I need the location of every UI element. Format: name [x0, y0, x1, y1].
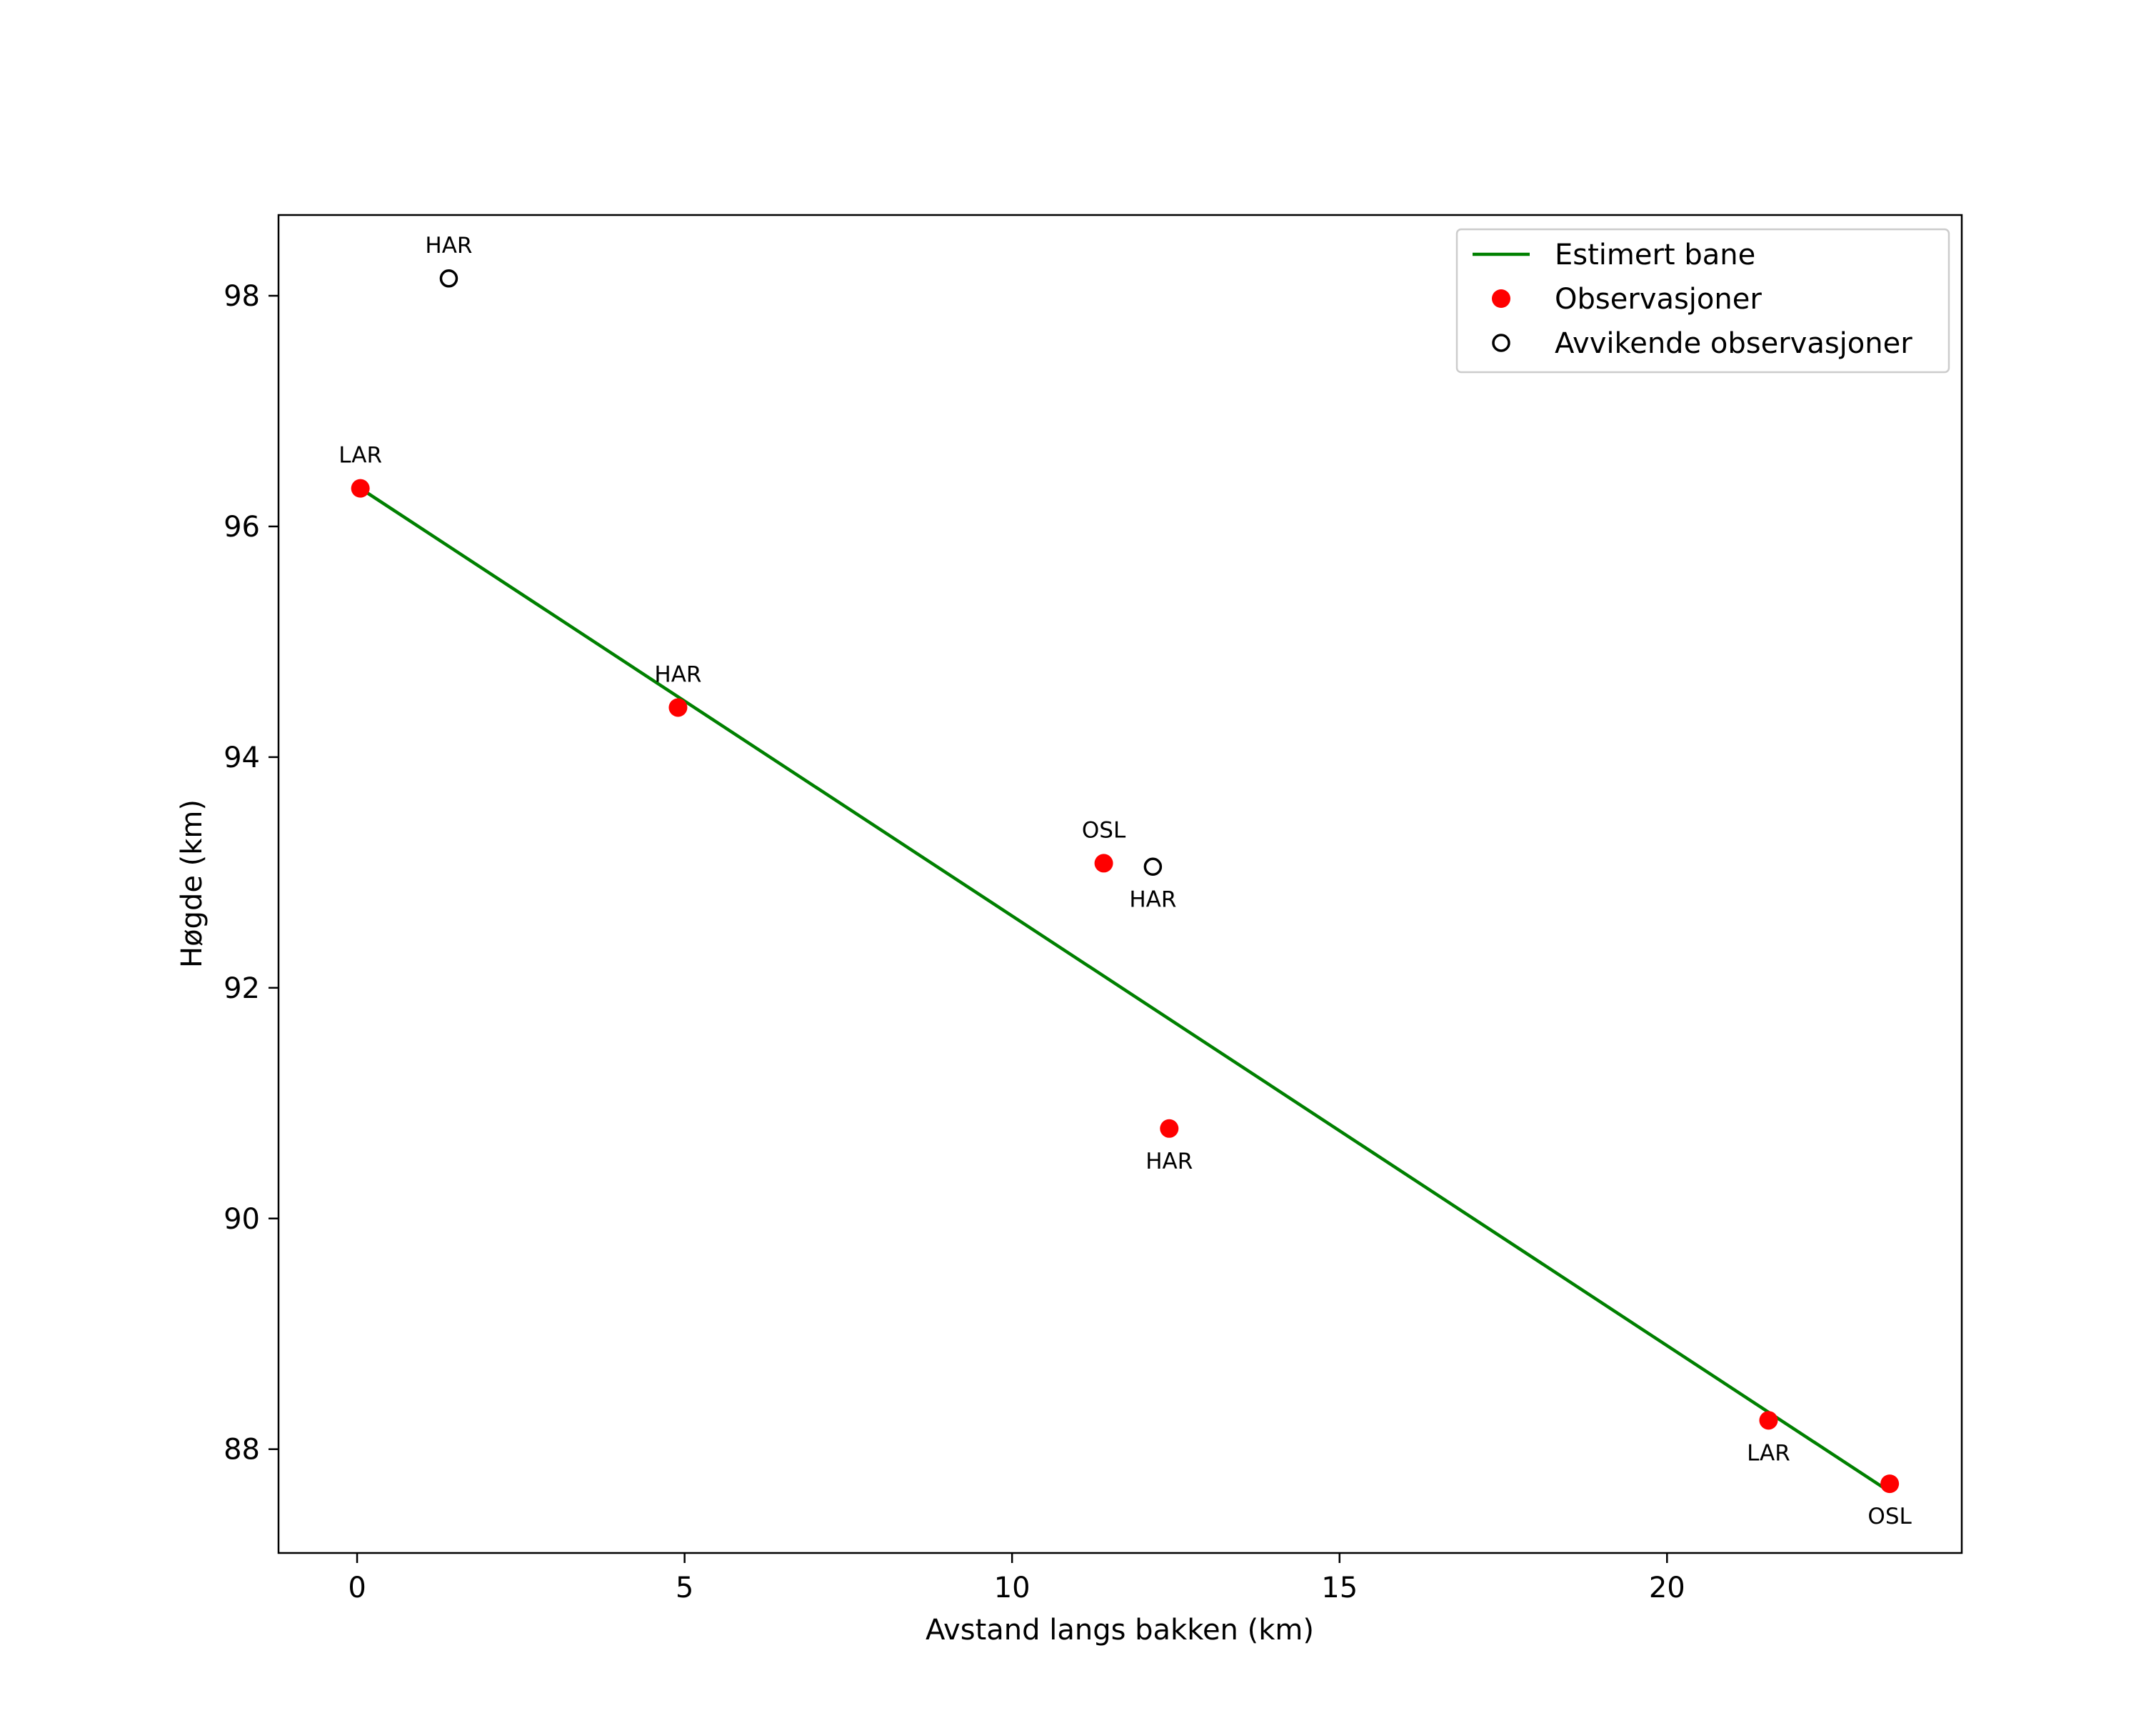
point-label: HAR — [1145, 1149, 1193, 1174]
legend: Estimert bane Observasjoner Avvikende obse… — [1455, 228, 1950, 374]
y-axis-label: Høgde (km) — [176, 799, 209, 968]
y-tick-label: 88 — [224, 1434, 260, 1467]
y-tick-label: 90 — [224, 1203, 260, 1236]
observation-point — [1160, 1119, 1179, 1138]
point-label: HAR — [425, 233, 472, 259]
point-label: HAR — [654, 661, 701, 687]
legend-entry-label: Observasjoner — [1555, 283, 1762, 316]
observation-point — [668, 698, 688, 717]
y-tick-label: 92 — [224, 972, 260, 1005]
x-tick-label: 10 — [994, 1572, 1031, 1604]
axis-ticks: 0 5 10 15 20 88 90 92 94 96 98 — [224, 280, 1685, 1604]
x-tick-label: 0 — [348, 1572, 366, 1604]
observation-point — [351, 479, 370, 498]
estimated-trajectory-line — [359, 486, 1887, 1492]
x-tick-label: 15 — [1321, 1572, 1358, 1604]
x-tick-label: 5 — [676, 1572, 693, 1604]
legend-filled-marker — [1492, 289, 1510, 308]
point-label: HAR — [1129, 887, 1176, 912]
legend-entry-label: Avvikende observasjoner — [1555, 327, 1912, 360]
observation-point — [1094, 854, 1113, 873]
point-label: LAR — [1747, 1440, 1790, 1466]
y-tick-label: 98 — [224, 280, 260, 313]
legend-entry-label: Estimert bane — [1555, 239, 1755, 271]
x-axis-label: Avstand langs bakken (km) — [926, 1614, 1314, 1647]
y-tick-label: 94 — [224, 741, 260, 774]
point-label: OSL — [1867, 1504, 1912, 1529]
axes-frame — [277, 214, 1963, 1554]
outlier-point — [439, 269, 458, 288]
outlier-point — [1143, 857, 1163, 877]
legend-open-marker — [1492, 334, 1510, 352]
y-tick-label: 96 — [224, 511, 260, 544]
point-label: OSL — [1082, 817, 1126, 843]
point-label: LAR — [339, 443, 382, 469]
legend-box — [1455, 228, 1950, 374]
observation-point — [1759, 1411, 1778, 1430]
plot-area: LAR HAR OSL HAR LAR OSL HAR HAR — [339, 233, 1912, 1529]
observation-point — [1880, 1474, 1900, 1494]
x-tick-label: 20 — [1649, 1572, 1685, 1604]
